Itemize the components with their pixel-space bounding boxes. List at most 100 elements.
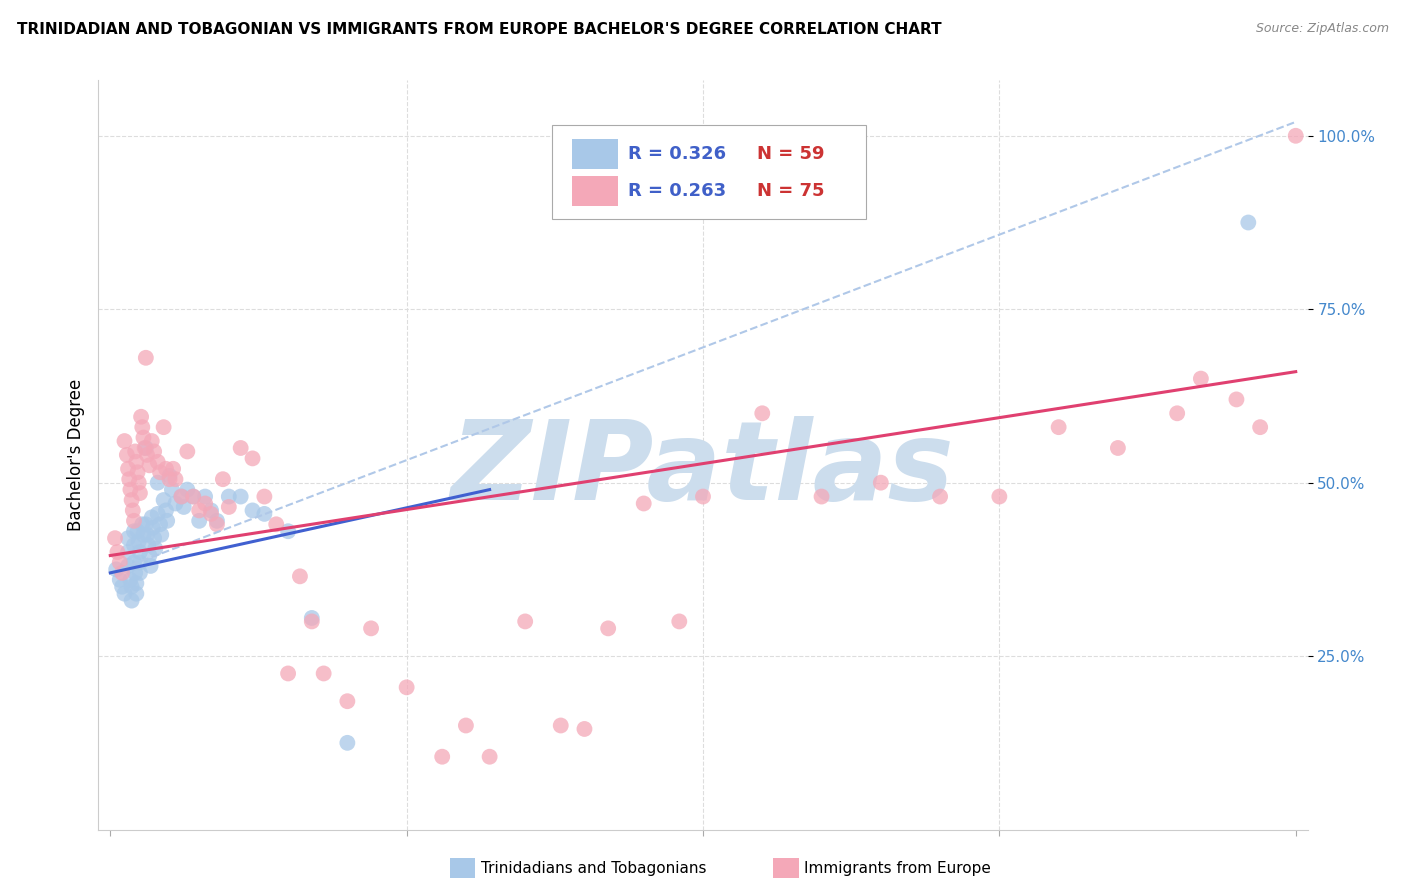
Point <box>117 531 139 545</box>
Point <box>242 503 264 517</box>
Point <box>194 496 217 510</box>
Point <box>152 493 174 508</box>
Point <box>1166 406 1188 420</box>
Point <box>135 441 157 455</box>
Point <box>135 351 157 365</box>
Point <box>218 500 240 514</box>
Point <box>668 615 690 629</box>
Point <box>173 500 195 514</box>
FancyBboxPatch shape <box>572 177 619 206</box>
Point <box>751 406 773 420</box>
Text: N = 59: N = 59 <box>758 145 825 162</box>
Point <box>111 566 134 580</box>
Point <box>142 521 165 535</box>
Point <box>810 490 832 504</box>
Point <box>1189 371 1212 385</box>
Point <box>114 587 136 601</box>
Point <box>229 490 252 504</box>
Point <box>129 566 152 580</box>
Point <box>160 483 183 497</box>
Point <box>104 531 127 545</box>
Point <box>129 545 152 559</box>
Point <box>143 541 166 556</box>
Point <box>869 475 891 490</box>
Point <box>125 576 148 591</box>
Point <box>136 448 159 462</box>
Point <box>692 490 714 504</box>
Point <box>129 409 152 424</box>
Text: Source: ZipAtlas.com: Source: ZipAtlas.com <box>1256 22 1389 36</box>
Point <box>336 694 359 708</box>
Point <box>108 573 131 587</box>
Point <box>122 514 145 528</box>
Point <box>125 455 148 469</box>
Point <box>117 462 139 476</box>
Point <box>120 483 142 497</box>
Point <box>929 490 952 504</box>
Point <box>395 681 418 695</box>
Point <box>301 611 323 625</box>
Point <box>598 621 620 635</box>
Point <box>111 580 134 594</box>
Y-axis label: Bachelor's Degree: Bachelor's Degree <box>66 379 84 531</box>
Point <box>131 420 153 434</box>
Point <box>205 514 228 528</box>
Point <box>1285 128 1308 143</box>
Point <box>277 666 299 681</box>
Point <box>212 472 235 486</box>
Point <box>253 490 276 504</box>
Point <box>141 434 163 448</box>
Point <box>188 514 211 528</box>
Point <box>159 468 181 483</box>
Point <box>301 615 323 629</box>
Point <box>264 517 287 532</box>
Point <box>1237 215 1260 229</box>
Point <box>1047 420 1070 434</box>
Point <box>121 580 143 594</box>
Point <box>156 514 179 528</box>
Point <box>128 534 150 549</box>
Point <box>478 749 501 764</box>
Point <box>132 527 155 541</box>
Point <box>114 434 136 448</box>
Point <box>242 451 264 466</box>
Text: R = 0.326: R = 0.326 <box>628 145 725 162</box>
Point <box>138 549 160 563</box>
Point <box>988 490 1011 504</box>
Point <box>200 507 222 521</box>
Point <box>125 587 148 601</box>
Text: Immigrants from Europe: Immigrants from Europe <box>804 862 991 876</box>
Point <box>121 593 143 607</box>
Point <box>229 441 252 455</box>
Point <box>165 496 187 510</box>
Point <box>218 490 240 504</box>
Point <box>117 545 139 559</box>
Point <box>132 431 155 445</box>
Point <box>633 496 655 510</box>
Point <box>127 524 149 539</box>
Point <box>155 503 177 517</box>
Point <box>155 462 177 476</box>
Point <box>146 475 169 490</box>
Point <box>115 448 138 462</box>
Point <box>170 490 193 504</box>
Point <box>131 517 153 532</box>
Point <box>124 566 146 580</box>
Point <box>139 558 162 573</box>
Point <box>515 615 537 629</box>
Point <box>108 556 131 570</box>
Point <box>200 503 222 517</box>
Point <box>122 538 145 552</box>
Point <box>165 472 187 486</box>
Point <box>105 545 128 559</box>
Point <box>150 527 173 541</box>
Text: Trinidadians and Tobagonians: Trinidadians and Tobagonians <box>481 862 706 876</box>
Point <box>129 556 152 570</box>
Text: TRINIDADIAN AND TOBAGONIAN VS IMMIGRANTS FROM EUROPE BACHELOR'S DEGREE CORRELATI: TRINIDADIAN AND TOBAGONIAN VS IMMIGRANTS… <box>17 22 942 37</box>
Point <box>124 444 146 458</box>
Point <box>138 458 160 473</box>
Point <box>127 465 149 479</box>
Point <box>120 573 142 587</box>
Point <box>188 503 211 517</box>
Point <box>162 462 184 476</box>
